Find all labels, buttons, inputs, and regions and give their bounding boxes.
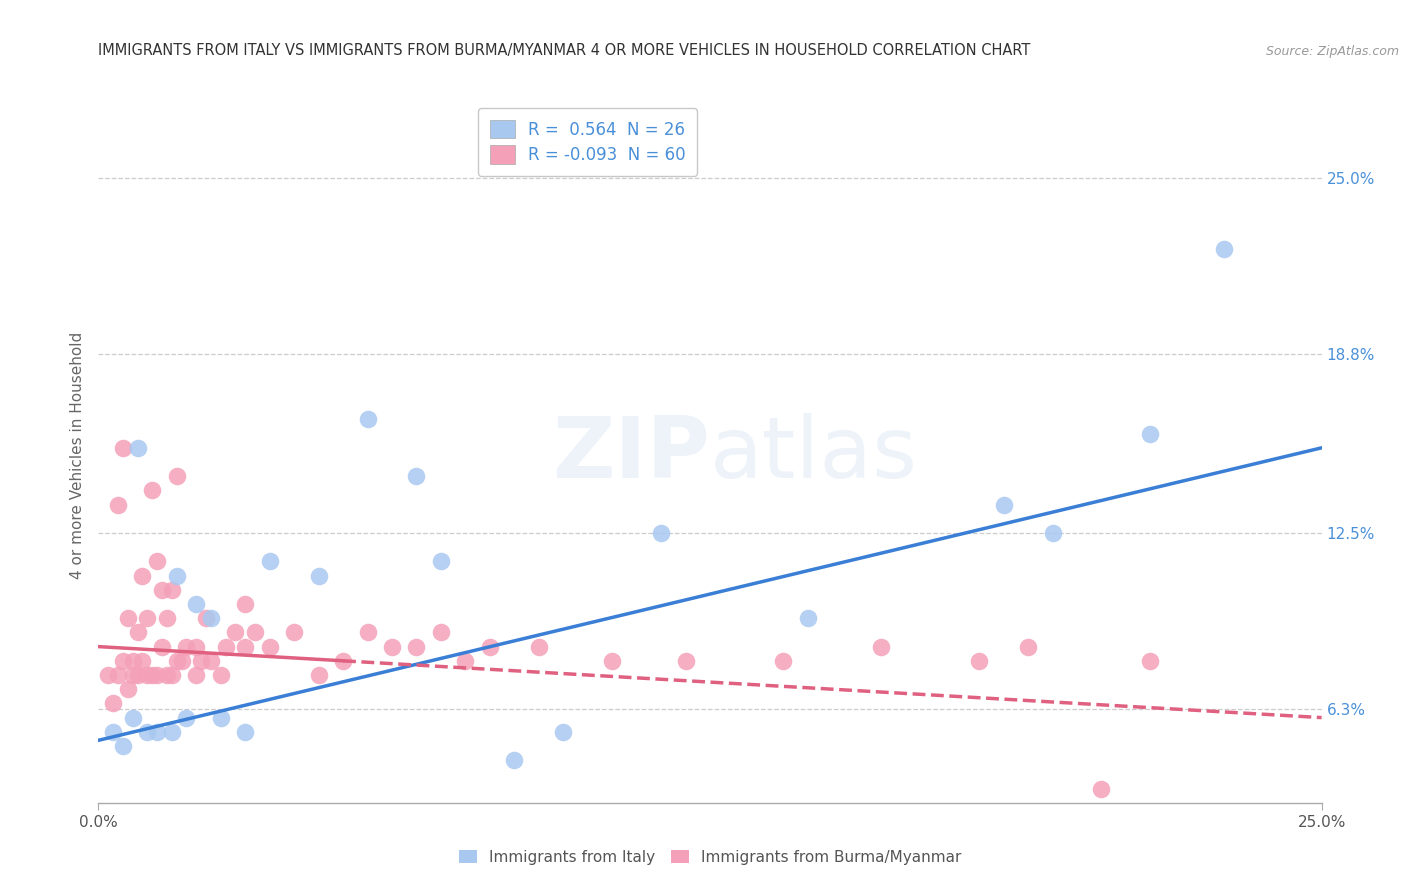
Point xyxy=(430,625,453,640)
Point xyxy=(117,611,139,625)
Point xyxy=(1017,640,1039,654)
Point xyxy=(454,654,477,668)
Point xyxy=(503,753,526,767)
Point xyxy=(1139,426,1161,441)
Point xyxy=(131,654,153,668)
Point xyxy=(1090,781,1112,796)
Point xyxy=(209,668,232,682)
Point xyxy=(283,625,305,640)
Point xyxy=(259,554,281,568)
Point xyxy=(111,654,134,668)
Point xyxy=(356,625,378,640)
Point xyxy=(127,625,149,640)
Point xyxy=(650,526,672,541)
Point xyxy=(160,724,183,739)
Point xyxy=(127,668,149,682)
Point xyxy=(430,554,453,568)
Point xyxy=(176,640,198,654)
Point xyxy=(121,710,143,724)
Point xyxy=(308,568,330,582)
Point xyxy=(150,640,173,654)
Point xyxy=(111,739,134,753)
Point xyxy=(200,611,222,625)
Point xyxy=(381,640,404,654)
Point xyxy=(121,654,143,668)
Text: ZIP: ZIP xyxy=(553,413,710,497)
Point xyxy=(141,668,163,682)
Point xyxy=(870,640,893,654)
Point xyxy=(101,724,124,739)
Point xyxy=(332,654,354,668)
Point xyxy=(136,611,159,625)
Point xyxy=(243,625,266,640)
Point xyxy=(146,724,169,739)
Point xyxy=(107,668,129,682)
Point xyxy=(553,724,575,739)
Point xyxy=(675,654,697,668)
Text: IMMIGRANTS FROM ITALY VS IMMIGRANTS FROM BURMA/MYANMAR 4 OR MORE VEHICLES IN HOU: IMMIGRANTS FROM ITALY VS IMMIGRANTS FROM… xyxy=(98,43,1031,58)
Point xyxy=(160,668,183,682)
Point xyxy=(150,582,173,597)
Point xyxy=(166,568,188,582)
Point xyxy=(136,668,159,682)
Point xyxy=(200,654,222,668)
Point xyxy=(170,654,193,668)
Point xyxy=(1212,242,1234,256)
Point xyxy=(797,611,820,625)
Point xyxy=(224,625,246,640)
Text: Source: ZipAtlas.com: Source: ZipAtlas.com xyxy=(1265,45,1399,58)
Point xyxy=(101,697,124,711)
Point xyxy=(233,597,256,611)
Legend: Immigrants from Italy, Immigrants from Burma/Myanmar: Immigrants from Italy, Immigrants from B… xyxy=(458,850,962,864)
Point xyxy=(176,710,198,724)
Point xyxy=(146,554,169,568)
Point xyxy=(233,640,256,654)
Point xyxy=(527,640,550,654)
Point xyxy=(127,441,149,455)
Point xyxy=(186,640,208,654)
Point xyxy=(233,724,256,739)
Y-axis label: 4 or more Vehicles in Household: 4 or more Vehicles in Household xyxy=(69,331,84,579)
Point xyxy=(121,668,143,682)
Point xyxy=(141,483,163,498)
Point xyxy=(146,668,169,682)
Point xyxy=(186,597,208,611)
Point xyxy=(186,668,208,682)
Point xyxy=(259,640,281,654)
Point xyxy=(356,412,378,426)
Point xyxy=(97,668,120,682)
Point xyxy=(117,682,139,697)
Point xyxy=(166,654,188,668)
Point xyxy=(190,654,212,668)
Text: atlas: atlas xyxy=(710,413,918,497)
Point xyxy=(478,640,501,654)
Point xyxy=(600,654,623,668)
Point xyxy=(308,668,330,682)
Point xyxy=(1042,526,1064,541)
Point xyxy=(1139,654,1161,668)
Point xyxy=(214,640,236,654)
Point xyxy=(156,611,179,625)
Point xyxy=(131,568,153,582)
Point xyxy=(156,668,179,682)
Point xyxy=(405,469,427,483)
Point xyxy=(166,469,188,483)
Point xyxy=(160,582,183,597)
Point xyxy=(772,654,794,668)
Point xyxy=(967,654,990,668)
Point xyxy=(405,640,427,654)
Point xyxy=(107,498,129,512)
Point xyxy=(136,724,159,739)
Point xyxy=(209,710,232,724)
Point xyxy=(111,441,134,455)
Point xyxy=(195,611,218,625)
Point xyxy=(993,498,1015,512)
